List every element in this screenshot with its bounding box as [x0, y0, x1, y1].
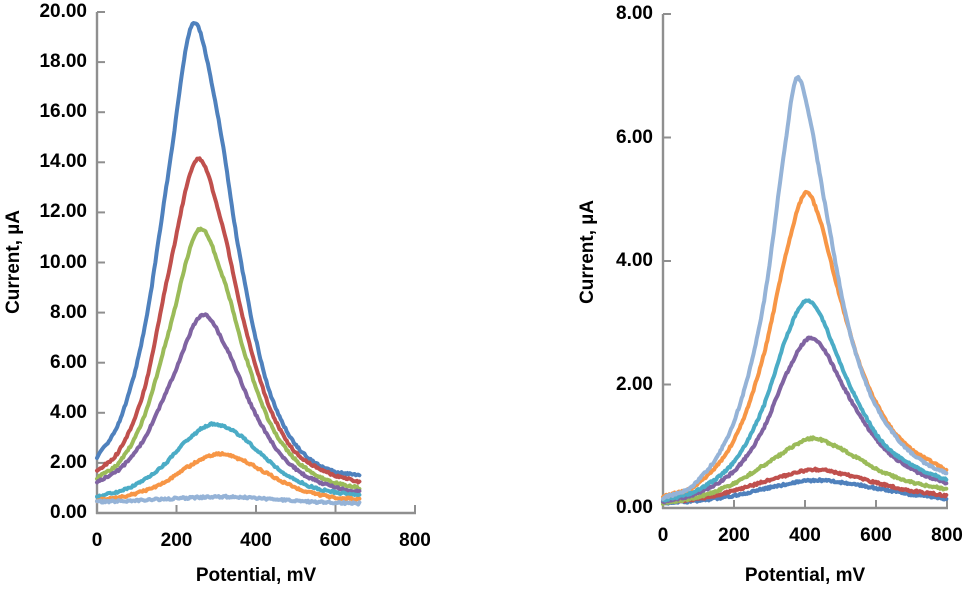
left-plot-y-tick-label: 8.00 [50, 301, 87, 323]
left-plot-y-tick-label: 6.00 [50, 351, 87, 373]
left-plot-series-line-green [95, 226, 362, 491]
right-plot-x-tick-label: 0 [657, 525, 669, 546]
right-plot-x-tick-label: 800 [931, 525, 963, 546]
left-plot-y-tick-label: 18.00 [39, 51, 87, 73]
right-plot-series-line-teal [661, 298, 949, 503]
right-plot-y-tick-label: 0.00 [616, 497, 653, 518]
left-plot-y-tick-label: 14.00 [39, 151, 87, 173]
left-plot-series-line-blue [95, 21, 362, 478]
left-plot-x-tick-label: 0 [91, 530, 103, 551]
left-plot-y-tick-label: 12.00 [39, 201, 87, 223]
left-plot-series-line-red [95, 156, 362, 485]
left-plot-x-tick-label: 800 [399, 530, 431, 551]
left-plot-series-line-purple [95, 312, 362, 494]
left-plot-y-tick-label: 4.00 [50, 401, 87, 423]
right-plot-series-line-blue [661, 477, 949, 506]
left-plot-x-tick-label: 400 [240, 530, 272, 551]
left-plot-y-tick-label: 0.00 [50, 502, 87, 523]
right-plot-x-tick-label: 400 [789, 525, 821, 546]
right-plot-series-line-purple [661, 335, 949, 505]
right-plot-x-tick-label: 200 [718, 525, 750, 546]
left-plot-y-axis-title: Current, µA [3, 210, 24, 314]
right-plot-series-line-orange [661, 189, 949, 499]
right-plot-series-line-green [661, 435, 949, 507]
left-plot-series-line-teal [95, 421, 362, 499]
right-plot-series-line-red [661, 466, 949, 505]
left-plot-x-tick-label: 200 [160, 530, 193, 551]
left-plot-series-line-light-blue [95, 493, 362, 507]
right-plot-y-tick-label: 2.00 [616, 373, 653, 395]
right-plot-y-tick-label: 8.00 [616, 3, 653, 24]
left-plot-y-tick-label: 10.00 [39, 251, 87, 273]
right-plot-y-tick-label: 4.00 [616, 250, 653, 271]
right-plot-y-axis-title: Current, µA [577, 200, 598, 304]
right-plot-y-tick-label: 6.00 [616, 126, 653, 148]
left-plot-y-tick-label: 2.00 [50, 451, 87, 473]
left-plot-x-tick-label: 600 [319, 530, 352, 551]
left-plot-series-line-orange [95, 451, 362, 504]
right-plot-x-tick-label: 600 [860, 525, 892, 546]
left-plot-y-tick-label: 20.00 [39, 1, 87, 22]
left-plot-y-tick-label: 16.00 [39, 101, 87, 123]
right-plot-series-line-light-blue [661, 75, 949, 501]
right-plot-x-axis-title: Potential, mV [744, 565, 866, 586]
left-plot-x-axis-title: Potential, mV [195, 565, 317, 586]
